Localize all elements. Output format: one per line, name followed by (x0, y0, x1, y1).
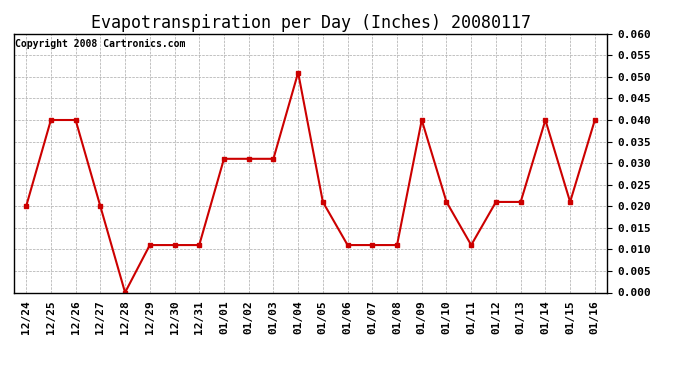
Text: Copyright 2008 Cartronics.com: Copyright 2008 Cartronics.com (15, 39, 186, 49)
Title: Evapotranspiration per Day (Inches) 20080117: Evapotranspiration per Day (Inches) 2008… (90, 14, 531, 32)
